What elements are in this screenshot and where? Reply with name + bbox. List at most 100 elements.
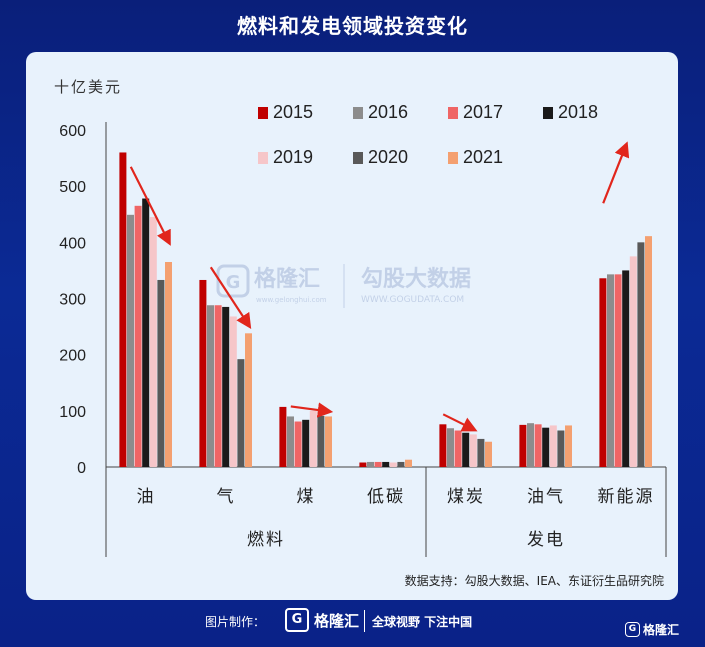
bar [302,419,310,467]
bar [405,459,412,467]
bar [485,441,492,467]
bar [367,461,374,467]
watermark-brand: 格隆汇 [254,266,320,292]
bar [397,461,405,467]
bar [325,416,332,467]
bar [229,316,237,467]
corner-logo: G 格隆汇 [625,621,679,638]
bar [149,217,157,467]
bar [294,421,302,467]
y-unit-label: 十亿美元 [54,78,122,96]
bar [127,214,134,467]
legend-swatch [448,152,458,164]
bar [157,279,165,467]
trend-arrow [209,266,252,330]
bar [542,427,550,467]
x-tick-label: 油气 [527,487,565,507]
y-tick-label: 200 [59,348,86,365]
trend-arrow [290,402,334,418]
footer-logo: G 格隆汇 [285,608,359,632]
y-tick-label: 600 [59,123,86,140]
source-note: 数据支持：勾股大数据、IEA、东证衍生品研究院 [405,573,664,588]
bar [142,198,150,468]
bar [645,236,652,467]
bar [477,438,485,467]
bar [237,359,245,467]
watermark-logo-icon [216,264,250,298]
legend-swatch [258,107,268,119]
watermark-brand2: 勾股大数据 [361,266,471,292]
bar [527,423,534,467]
trend-arrow [129,166,171,246]
y-tick-label: 0 [77,460,86,477]
legend-swatch [448,107,458,119]
bar [359,462,367,467]
legend-label: 2021 [463,147,503,167]
bar-chart: G 格隆汇 www.gelonghui.com 勾股大数据 WWW.GOGUDATA.C… [54,78,667,588]
x-tick-label: 煤炭 [447,487,485,507]
bar [454,430,462,467]
bar [557,430,565,467]
footer-label: 图片制作： [205,615,266,629]
y-tick-label: 300 [59,292,86,309]
bar [222,306,230,467]
bar [549,425,557,467]
bar [614,274,622,467]
legend-label: 2019 [273,147,313,167]
legend-swatch [353,107,363,119]
watermark-site2: WWW.GOGUDATA.COM [361,295,464,305]
watermark-logo-letter: G [226,272,241,293]
bar [245,333,252,467]
watermark-site: www.gelonghui.com [256,296,327,304]
corner-brand: 格隆汇 [643,623,680,637]
bar [119,152,127,467]
footer-brand: 格隆汇 [314,611,360,630]
y-tick-label: 100 [59,404,86,421]
trend-arrow [442,413,478,432]
bar [462,432,470,467]
group-label: 燃料 [247,530,285,550]
corner-logo-icon: G [625,622,640,637]
legend-label: 2016 [368,102,408,122]
watermark: G 格隆汇 www.gelonghui.com 勾股大数据 WWW.GOGUDATA.C… [216,264,471,308]
bar [309,410,317,467]
bar [382,461,390,467]
bar [607,274,614,467]
chart-card: G 格隆汇 www.gelonghui.com 勾股大数据 WWW.GOGUDATA.C… [26,52,678,600]
page-title: 燃料和发电领域投资变化 [237,14,468,38]
bar [199,279,207,467]
x-tick-label: 煤 [297,487,316,507]
footer-slogan: 全球视野 下注中国 [372,615,473,629]
x-tick-label: 气 [217,487,236,507]
x-tick-label: 新能源 [598,487,655,507]
gelonghui-logo-icon: G [285,608,309,632]
legend-swatch [353,152,363,164]
bar [629,256,637,467]
bar [165,261,172,467]
group-label: 发电 [527,530,565,550]
bar [637,242,645,467]
bar [469,434,477,467]
trend-arrow [602,141,630,204]
x-tick-label: 低碳 [367,487,405,507]
x-tick-label: 油 [137,487,156,507]
bar [599,278,607,467]
legend-label: 2015 [273,102,313,122]
legend-label: 2020 [368,147,408,167]
bar [519,424,527,467]
bar [565,425,572,467]
bar [439,424,447,467]
legend-label: 2018 [558,102,598,122]
bar [534,424,542,467]
bar [622,270,630,467]
bar [317,415,325,467]
legend-swatch [258,152,268,164]
bar [207,305,214,467]
legend-swatch [543,107,553,119]
y-tick-label: 400 [59,235,86,252]
bar [389,462,397,467]
bar [374,461,382,467]
bar [287,416,294,467]
legend-label: 2017 [463,102,503,122]
footer-divider [364,610,365,632]
